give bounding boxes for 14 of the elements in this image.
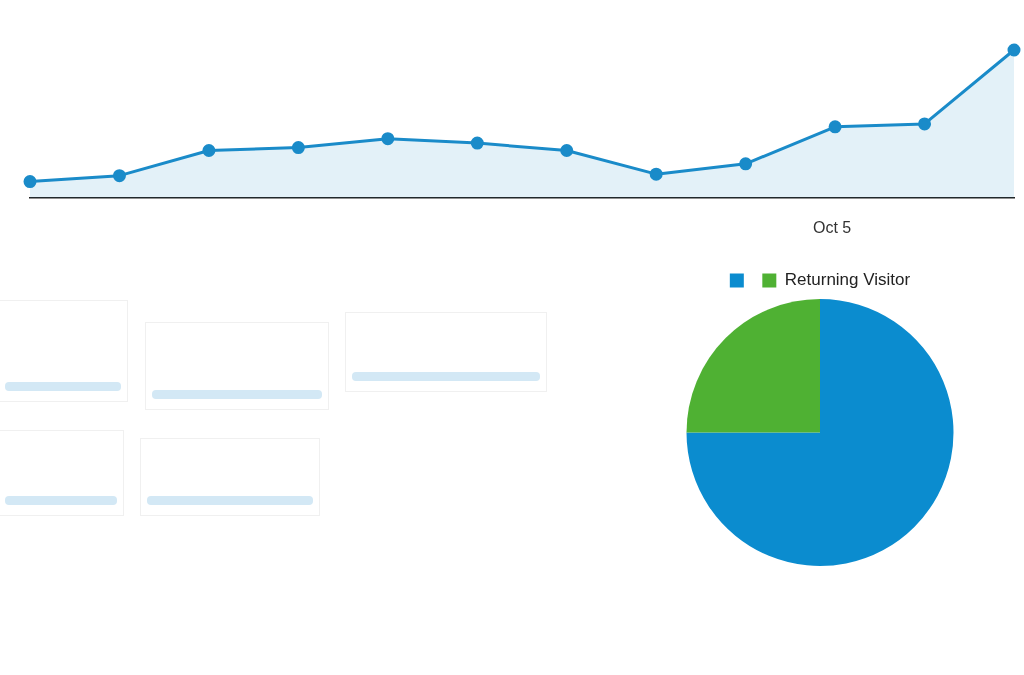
point	[202, 144, 216, 157]
point	[918, 117, 932, 131]
point	[470, 136, 484, 150]
point	[112, 169, 126, 183]
point	[828, 120, 842, 134]
point	[23, 175, 37, 189]
text: Oct 5	[813, 218, 852, 238]
point	[739, 157, 753, 171]
point	[649, 167, 663, 181]
point	[1007, 43, 1021, 57]
point	[381, 132, 395, 146]
legend-label: Returning Visitor	[784, 270, 911, 290]
point	[291, 141, 305, 155]
point	[560, 144, 574, 157]
